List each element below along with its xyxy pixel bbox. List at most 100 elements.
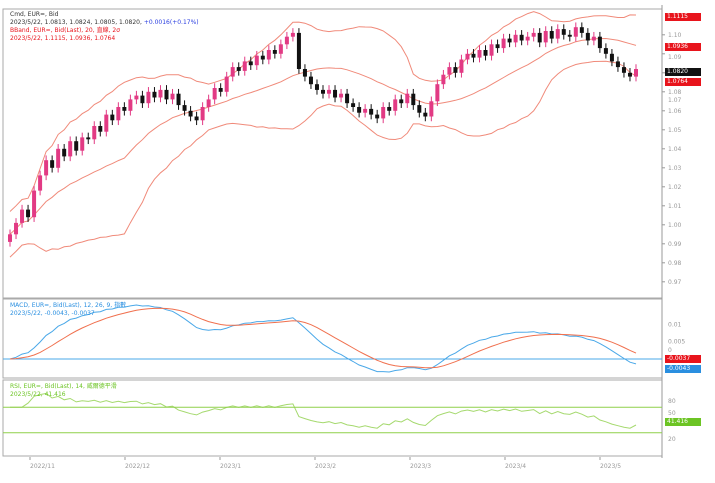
candle-down — [164, 89, 169, 100]
candle-down — [597, 36, 602, 49]
candle-down — [272, 50, 277, 54]
candle-down — [495, 44, 500, 49]
bb-lower-tag: 1.0764 — [665, 78, 701, 86]
candle-down — [176, 93, 181, 106]
candle-down — [260, 55, 265, 60]
rsi-tick-label: 80 — [668, 398, 676, 405]
bb-legend-title: BBand, EUR=, Bid(Last), 20, 直線, 2σ — [10, 27, 120, 34]
date-tick-label: 2022/12 — [125, 463, 150, 470]
bb-lower-line — [9, 60, 637, 258]
candle-down — [152, 91, 157, 98]
candle-down — [369, 108, 374, 115]
candle-down — [471, 53, 476, 58]
change-value: +0.0016(+0.17%) — [143, 19, 199, 26]
candle-up — [555, 29, 560, 39]
price-tick-label: 0.97 — [668, 279, 682, 286]
signal-line — [9, 307, 637, 369]
candle-down — [627, 72, 632, 77]
candle-up — [489, 44, 494, 56]
candle-down — [74, 141, 79, 151]
price-tick-label: 1.10 — [668, 32, 682, 39]
candle-up — [591, 36, 596, 41]
candle-up — [513, 34, 518, 43]
candle-down — [453, 67, 458, 73]
candle-down — [345, 93, 350, 104]
candle-up — [92, 126, 97, 140]
candle-up — [134, 95, 139, 100]
candle-up — [435, 84, 440, 102]
candle-up — [525, 36, 530, 41]
candle-down — [351, 103, 356, 107]
candle-up — [278, 44, 283, 54]
bb-middle-line — [9, 37, 637, 235]
candle-up — [128, 99, 133, 111]
candle-up — [284, 36, 289, 45]
date-tick-label: 2023/5 — [600, 463, 621, 470]
price-tick-label: 1.06 — [668, 108, 682, 115]
price-tick-label: 1.02 — [668, 184, 682, 191]
date-tick-label: 2023/2 — [315, 463, 336, 470]
macd-legend-title: MACD, EUR=, Bid(Last), 12, 26, 9, 指數 — [10, 302, 127, 309]
candle-up — [381, 107, 386, 119]
candle-up — [8, 234, 12, 242]
price-tick-label: 1.01 — [668, 203, 682, 210]
panel-frame-2 — [2, 379, 663, 457]
candle-down — [98, 126, 103, 132]
candle-down — [26, 209, 31, 218]
candle-up — [543, 31, 548, 43]
candle-down — [86, 137, 91, 140]
candle-down — [110, 114, 115, 121]
rsi-tick-label: 20 — [668, 436, 676, 443]
price-tick-label: 1.04 — [668, 146, 682, 153]
candle-up — [327, 89, 332, 94]
main-legend-values: 2023/5/22, 1.0813, 1.0824, 1.0805, 1.082… — [10, 19, 199, 27]
candle-up — [447, 67, 452, 75]
candle-up — [465, 53, 470, 60]
candle-down — [507, 38, 512, 43]
candle-down — [296, 32, 301, 69]
candle-up — [206, 99, 211, 107]
candle-down — [399, 99, 404, 104]
candle-down — [609, 53, 614, 62]
candle-up — [146, 91, 151, 104]
candle-down — [621, 67, 626, 73]
date-tick-label: 2023/3 — [410, 463, 431, 470]
candle-down — [561, 29, 566, 35]
candle-down — [122, 107, 127, 111]
macd-legend-values: 2023/5/22, -0.0043, -0.0037 — [10, 310, 95, 317]
candle-down — [236, 67, 241, 71]
candle-down — [314, 84, 319, 90]
macd-tag: -0.0043 — [665, 365, 701, 373]
date-tick-label: 2022/11 — [30, 463, 55, 470]
candle-up — [531, 32, 536, 37]
candle-down — [357, 107, 362, 113]
candle-down — [302, 69, 307, 77]
candle-up — [266, 50, 271, 60]
candle-up — [429, 101, 434, 117]
candle-down — [248, 61, 253, 66]
candle-down — [194, 116, 199, 121]
candle-up — [200, 107, 205, 121]
bb-mid-tag: 1.0936 — [665, 43, 701, 51]
candle-down — [567, 34, 572, 37]
macd-line — [9, 304, 637, 373]
candle-down — [519, 34, 524, 41]
signal-tag: -0.0037 — [665, 355, 701, 363]
candle-up — [254, 55, 259, 66]
rsi-line — [10, 392, 637, 429]
candle-down — [62, 148, 67, 157]
bb-legend-values: 2023/5/22, 1.1115, 1.0936, 1.0764 — [10, 35, 116, 42]
candle-up — [80, 137, 85, 151]
price-tick-label: 1.03 — [668, 165, 682, 172]
candle-down — [308, 76, 313, 85]
candle-up — [441, 74, 446, 85]
candle-down — [218, 88, 223, 92]
price-tick-label: 0.99 — [668, 241, 682, 248]
candle-up — [170, 93, 175, 100]
candle-down — [182, 105, 187, 111]
candle-down — [333, 89, 338, 98]
macd-tick-label: 0 — [668, 347, 672, 354]
candle-down — [615, 61, 620, 68]
price-tick-label: 1.05 — [668, 127, 682, 134]
